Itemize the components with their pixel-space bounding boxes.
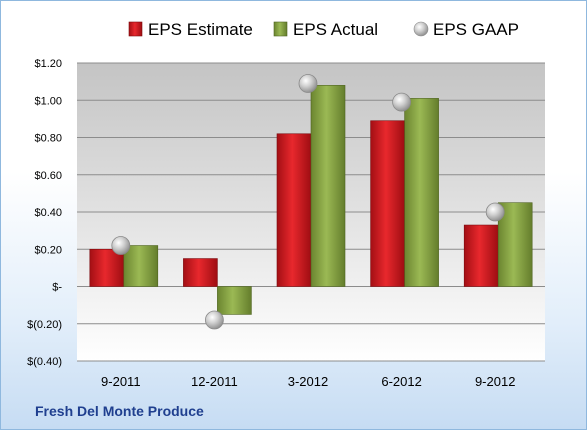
y-tick-label: $(0.40) bbox=[27, 356, 62, 368]
y-tick-label: $1.20 bbox=[34, 58, 62, 70]
legend-swatch-eps-actual bbox=[273, 21, 288, 37]
x-category-label: 9-2012 bbox=[475, 374, 515, 389]
eps-gaap-marker bbox=[111, 236, 131, 255]
x-category-label: 3-2012 bbox=[288, 374, 328, 389]
legend-label: EPS GAAP bbox=[433, 20, 519, 39]
y-tick-label: $- bbox=[52, 282, 62, 294]
eps-actual-bar bbox=[217, 286, 252, 315]
y-tick-label: $0.80 bbox=[34, 133, 62, 145]
x-category-label: 12-2011 bbox=[191, 374, 238, 389]
legend: EPS Estimate EPS Actual EPS GAAP bbox=[128, 20, 519, 39]
eps-estimate-bar bbox=[89, 248, 125, 287]
x-category-label: 6-2012 bbox=[381, 374, 421, 389]
y-axis-ticks: $1.20 $1.00 $0.80 $0.60 $0.40 $0.20 $- $(0.20) $… bbox=[27, 58, 62, 368]
x-axis-labels: 9-2011 12-2011 3-2012 6-2012 9-2012 bbox=[101, 374, 515, 389]
eps-actual-bar bbox=[123, 245, 159, 287]
eps-actual-bar bbox=[497, 202, 533, 287]
eps-estimate-bar bbox=[463, 224, 499, 287]
company-name: Fresh Del Monte Produce bbox=[35, 403, 204, 419]
legend-swatch-eps-estimate bbox=[128, 21, 143, 37]
eps-actual-bar bbox=[404, 98, 439, 287]
bars bbox=[89, 85, 533, 315]
eps-estimate-bar bbox=[370, 120, 405, 287]
eps-gaap-marker bbox=[204, 310, 224, 330]
eps-estimate-bar bbox=[183, 258, 218, 287]
legend-label: EPS Actual bbox=[293, 20, 378, 39]
y-tick-label: $0.40 bbox=[34, 207, 62, 219]
gaap-markers bbox=[111, 74, 505, 330]
eps-estimate-bar bbox=[276, 133, 312, 287]
y-tick-label: $0.20 bbox=[34, 244, 62, 256]
eps-gaap-marker bbox=[392, 92, 412, 112]
legend-swatch-eps-gaap bbox=[413, 21, 429, 37]
eps-gaap-marker bbox=[298, 74, 318, 93]
eps-actual-bar bbox=[310, 85, 346, 287]
y-tick-label: $1.00 bbox=[34, 95, 62, 107]
eps-gaap-marker bbox=[485, 202, 505, 222]
legend-label: EPS Estimate bbox=[148, 20, 253, 39]
x-category-label: 9-2011 bbox=[101, 374, 141, 389]
y-tick-label: $0.60 bbox=[34, 170, 62, 182]
y-tick-label: $(0.20) bbox=[27, 319, 62, 331]
